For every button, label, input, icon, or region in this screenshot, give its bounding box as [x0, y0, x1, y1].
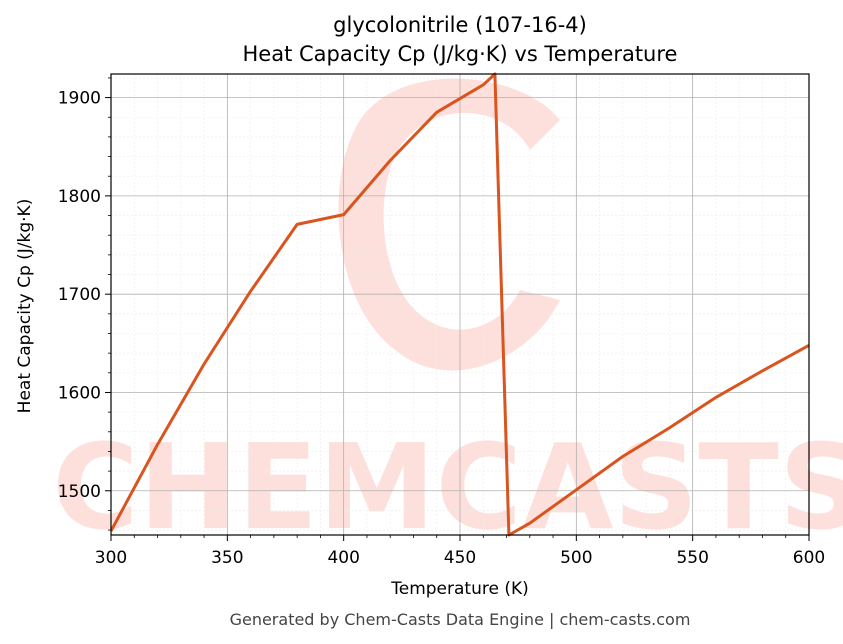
x-tick-label: 600 — [793, 548, 825, 568]
x-tick-label: 550 — [676, 548, 708, 568]
series-group — [109, 72, 810, 537]
y-tick-label: 1500 — [58, 482, 101, 502]
y-tick-label: 1600 — [58, 383, 101, 403]
x-tick-label: 350 — [211, 548, 243, 568]
footer-credit: Generated by Chem-Casts Data Engine | ch… — [230, 610, 691, 629]
watermark: CHEMCASTS — [52, 78, 843, 556]
y-tick-label: 1700 — [58, 285, 101, 305]
watermark-logo-c — [338, 78, 560, 371]
y-tick-label: 1800 — [58, 187, 101, 207]
chart-subtitle: Heat Capacity Cp (J/kg·K) vs Temperature — [243, 42, 678, 66]
x-tick-label: 400 — [327, 548, 359, 568]
plot-frame — [110, 73, 810, 536]
watermark-text: CHEMCASTS — [52, 418, 843, 556]
series-line — [109, 72, 810, 537]
x-tick-label: 450 — [444, 548, 476, 568]
x-tick-label: 500 — [560, 548, 592, 568]
x-axis-label: Temperature (K) — [390, 579, 529, 599]
x-tick-label: 300 — [95, 548, 127, 568]
y-tick-label: 1900 — [58, 89, 101, 109]
y-axis-label: Heat Capacity Cp (J/kg·K) — [15, 199, 35, 414]
tick-labels: 300 350 400 450 500 550 600 1500 1600 1700 1800 190… — [58, 89, 825, 568]
chart-title: glycolonitrile (107-16-4) — [333, 13, 587, 37]
